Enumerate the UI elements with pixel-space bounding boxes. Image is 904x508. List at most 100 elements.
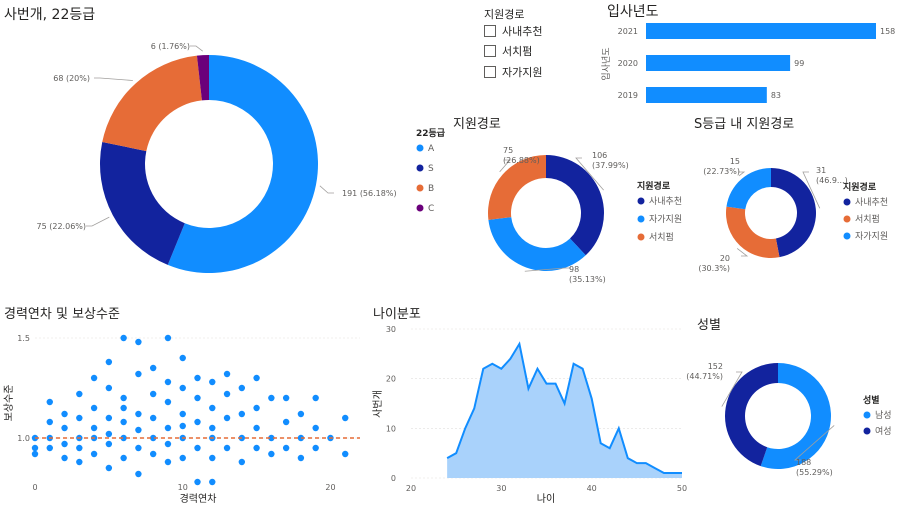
scatter-point[interactable] — [135, 338, 142, 346]
scatter-point[interactable] — [76, 458, 83, 466]
scatter-point[interactable] — [179, 454, 186, 462]
scatter-point[interactable] — [135, 470, 142, 478]
scatter-point[interactable] — [194, 478, 201, 486]
donut-slice-4[interactable] — [196, 55, 209, 101]
scatter-point[interactable] — [149, 364, 157, 372]
scatter-point[interactable] — [120, 454, 127, 462]
scatter-point[interactable] — [76, 414, 83, 422]
scatter-point[interactable] — [105, 440, 113, 448]
checkbox[interactable] — [484, 45, 496, 57]
grade-donut-chart[interactable]: 191 (56.18%) 75 (22.06%) 68 (20%) 6 (1.76%)… — [37, 42, 446, 273]
scatter-point[interactable] — [209, 404, 216, 412]
donut-slice-3[interactable] — [488, 155, 546, 220]
scatter-point[interactable] — [61, 440, 68, 448]
scatter-point[interactable] — [297, 454, 305, 462]
scatter-point[interactable] — [105, 414, 113, 422]
scatter-point[interactable] — [90, 374, 98, 382]
scatter-point[interactable] — [312, 394, 319, 402]
slicer-item-self-apply[interactable]: 자가지원 — [484, 64, 542, 80]
donut-slice-1[interactable] — [760, 363, 831, 469]
scatter-point[interactable] — [149, 414, 157, 422]
scatter-point[interactable] — [282, 394, 290, 402]
scatter-point[interactable] — [253, 404, 260, 412]
scatter-point[interactable] — [297, 434, 305, 442]
s-route-donut-chart[interactable]: 31(46.9...) 20(30.3%) 15(22.73%) 지원경로사내추천서치… — [698, 157, 888, 273]
scatter-point[interactable] — [149, 434, 157, 442]
scatter-point[interactable] — [268, 394, 275, 402]
series-line[interactable] — [446, 341, 682, 475]
scatter-point[interactable] — [164, 378, 172, 386]
scatter-point[interactable] — [253, 444, 260, 452]
scatter-point[interactable] — [209, 424, 216, 432]
scatter-point[interactable] — [209, 478, 216, 486]
scatter-point[interactable] — [149, 390, 157, 398]
scatter-point[interactable] — [135, 444, 142, 452]
scatter-point[interactable] — [268, 450, 275, 458]
donut-slice-1[interactable] — [167, 55, 319, 273]
scatter-point[interactable] — [76, 390, 83, 398]
scatter-point[interactable] — [105, 358, 113, 366]
scatter-point[interactable] — [164, 398, 172, 406]
scatter-point[interactable] — [312, 444, 319, 452]
scatter-point[interactable] — [120, 404, 127, 412]
donut-slice-3[interactable] — [102, 55, 202, 152]
scatter-point[interactable] — [253, 424, 260, 432]
donut-slice-2[interactable] — [725, 206, 780, 259]
scatter-point[interactable] — [342, 450, 349, 458]
scatter-point[interactable] — [179, 410, 186, 418]
scatter-point[interactable] — [164, 424, 172, 432]
scatter-point[interactable] — [90, 450, 98, 458]
age-area-chart[interactable]: 0 10 20 30 20 30 40 50 나이 사번개 — [372, 325, 687, 505]
donut-slice-2[interactable] — [488, 217, 586, 271]
scatter-point[interactable] — [46, 398, 53, 406]
scatter-point[interactable] — [223, 390, 231, 398]
slicer-item-referral[interactable]: 사내추천 — [484, 23, 542, 39]
scatter-point[interactable] — [223, 414, 231, 422]
scatter-point[interactable] — [179, 422, 186, 430]
scatter-point[interactable] — [297, 410, 305, 418]
scatter-point[interactable] — [282, 418, 290, 426]
scatter-point[interactable] — [194, 418, 201, 426]
route-donut-chart[interactable]: 106(37.99%) 98(35.13%) 75(26.88%) 지원경로사내추천자… — [488, 146, 682, 284]
donut-slice-1[interactable] — [546, 155, 604, 256]
scatter-point[interactable] — [120, 434, 127, 442]
scatter-point[interactable] — [61, 424, 68, 432]
bar[interactable] — [646, 23, 876, 39]
scatter-point[interactable] — [223, 370, 231, 378]
checkbox[interactable] — [484, 66, 496, 78]
scatter-point[interactable] — [120, 334, 127, 342]
scatter-point[interactable] — [342, 414, 349, 422]
scatter-point[interactable] — [209, 378, 216, 386]
scatter-point[interactable] — [90, 404, 98, 412]
scatter-point[interactable] — [46, 444, 53, 452]
scatter-point[interactable] — [268, 434, 275, 442]
donut-slice-2[interactable] — [100, 141, 185, 265]
scatter-point[interactable] — [312, 424, 319, 432]
bar[interactable] — [646, 55, 791, 71]
scatter-point[interactable] — [76, 444, 83, 452]
scatter-point[interactable] — [164, 440, 172, 448]
scatter-point[interactable] — [135, 410, 142, 418]
scatter-point[interactable] — [135, 426, 142, 434]
scatter-point[interactable] — [135, 370, 142, 378]
scatter-point[interactable] — [194, 374, 201, 382]
scatter-point[interactable] — [164, 458, 172, 466]
scatter-point[interactable] — [105, 464, 113, 472]
bar[interactable] — [646, 87, 767, 103]
scatter-point[interactable] — [238, 458, 246, 466]
slicer-item-searchfirm[interactable]: 서치펌 — [484, 43, 532, 59]
scatter-point[interactable] — [31, 450, 39, 458]
scatter-point[interactable] — [31, 444, 39, 452]
scatter-point[interactable] — [253, 374, 260, 382]
scatter-point[interactable] — [61, 410, 68, 418]
scatter-point[interactable] — [282, 444, 290, 452]
scatter-point[interactable] — [105, 430, 113, 438]
scatter-point[interactable] — [179, 354, 186, 362]
scatter-point[interactable] — [46, 418, 53, 426]
scatter-point[interactable] — [238, 384, 246, 392]
scatter-point[interactable] — [61, 454, 68, 462]
scatter-point[interactable] — [90, 424, 98, 432]
scatter-point[interactable] — [209, 454, 216, 462]
join-year-bar-chart[interactable]: 입사년도 2021 158 2020 99 2019 83 — [600, 23, 895, 103]
